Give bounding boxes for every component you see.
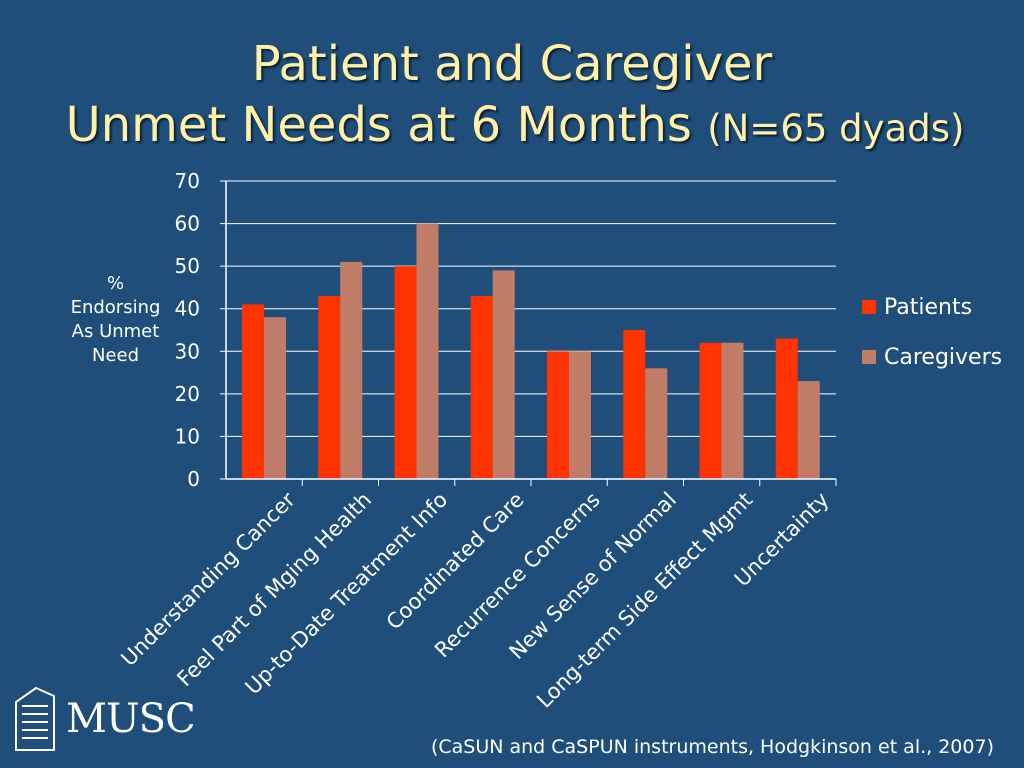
- bar-caregivers-7: [721, 342, 744, 479]
- bar-patients-5: [547, 351, 569, 479]
- bar-patients-3: [394, 266, 417, 479]
- y-tick-label: 10: [175, 424, 200, 448]
- y-tick-label: 30: [175, 339, 200, 363]
- x-category-label: Coordinated Care: [382, 488, 529, 635]
- legend-label-caregivers: Caregivers: [884, 344, 1003, 370]
- bar-caregivers-2: [340, 261, 363, 479]
- title-sample-size: (N=65 dyads): [707, 107, 965, 150]
- bar-caregivers-3: [416, 223, 439, 479]
- y-tick-label: 70: [175, 169, 200, 193]
- legend-swatch-caregivers: [862, 350, 876, 364]
- legend-item-patients: Patients: [862, 282, 1002, 332]
- axes: [220, 180, 837, 486]
- bars: [242, 223, 820, 479]
- bar-caregivers-8: [797, 381, 820, 479]
- building-icon: [15, 686, 55, 751]
- bar-patients-7: [699, 342, 722, 479]
- bar-patients-2: [318, 295, 341, 479]
- slide-title: Patient and Caregiver Unmet Needs at 6 M…: [0, 34, 1024, 160]
- y-tick-label: 50: [175, 254, 200, 278]
- musc-logo: MUSC: [14, 686, 196, 756]
- title-line-1: Patient and Caregiver: [251, 36, 773, 92]
- legend-item-caregivers: Caregivers: [862, 332, 1002, 382]
- bar-patients-6: [623, 330, 646, 479]
- y-tick-label: 20: [175, 382, 200, 406]
- y-axis-label: % Endorsing As Unmet Need: [70, 273, 161, 366]
- title-line-2: Unmet Needs at 6 Months (N=65 dyads): [0, 94, 1024, 160]
- y-tick-label: 40: [175, 297, 200, 321]
- bar-patients-8: [775, 338, 798, 479]
- y-tick-label: 0: [187, 467, 200, 491]
- legend-swatch-patients: [862, 300, 876, 314]
- bar-patients-1: [242, 304, 264, 479]
- gridlines: [226, 180, 836, 437]
- bar-caregivers-1: [264, 317, 286, 479]
- bar-caregivers-4: [492, 270, 515, 479]
- bar-patients-4: [470, 295, 493, 479]
- logo-text: MUSC: [66, 696, 196, 742]
- citation: (CaSUN and CaSPUN instruments, Hodgkinso…: [430, 736, 994, 758]
- title-main: Unmet Needs at 6 Months: [65, 97, 692, 153]
- y-tick-label: 60: [175, 212, 200, 236]
- bar-caregivers-5: [569, 351, 591, 479]
- legend-label-patients: Patients: [884, 294, 973, 320]
- bar-caregivers-6: [645, 368, 668, 479]
- legend: Patients Caregivers: [862, 282, 1002, 382]
